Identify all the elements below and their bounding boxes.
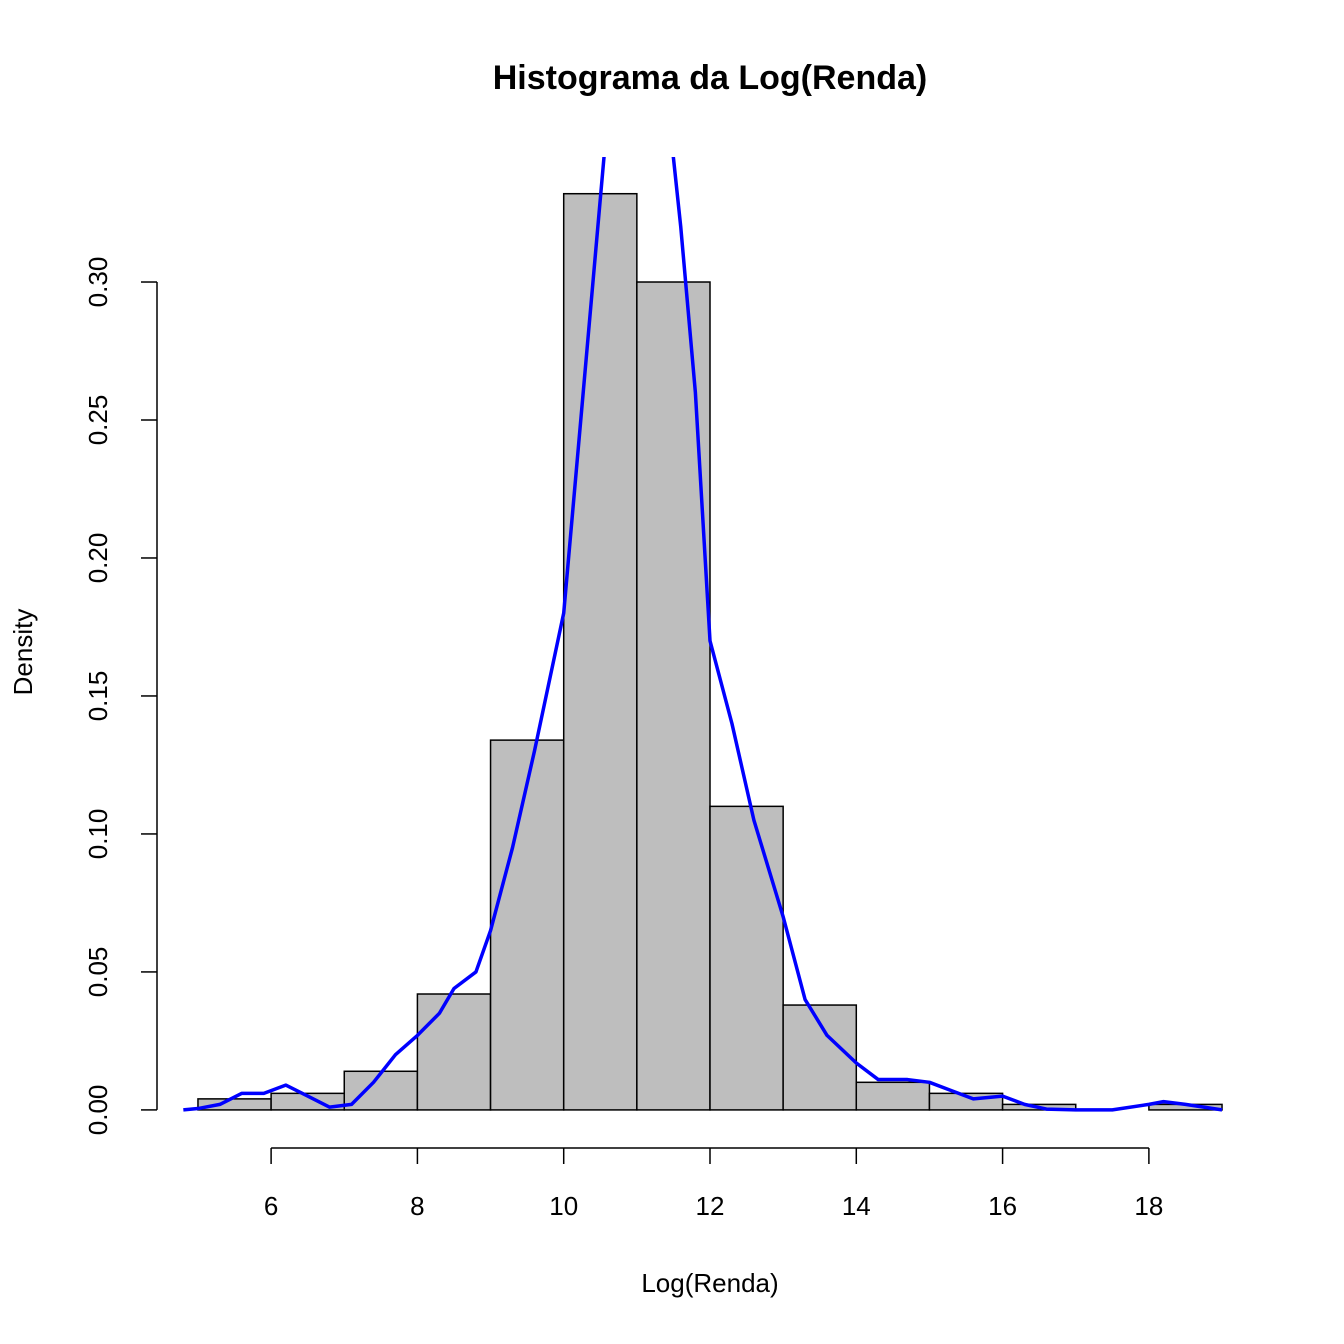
bar [855, 1081, 931, 1111]
bar [416, 993, 492, 1111]
x-tick-label: 18 [1134, 1191, 1163, 1221]
bar [562, 192, 638, 1111]
y-tick-label: 0.05 [83, 947, 113, 998]
bar [489, 739, 565, 1111]
bar [709, 805, 784, 1111]
x-tick-label: 12 [696, 1191, 725, 1221]
y-tick-label: 0.20 [83, 533, 113, 584]
y-axis-title: Density [8, 609, 38, 696]
x-tick-label: 10 [549, 1191, 578, 1221]
y-tick-label: 0.00 [83, 1085, 113, 1136]
density-line [183, 157, 1223, 1112]
x-axis-title: Log(Renda) [641, 1268, 778, 1298]
x-tick-label: 8 [410, 1191, 424, 1221]
y-tick-label: 0.15 [83, 671, 113, 722]
bar [197, 1098, 272, 1111]
y-tick-label: 0.25 [83, 395, 113, 446]
x-tick-label: 14 [842, 1191, 871, 1221]
x-tick-label: 6 [264, 1191, 278, 1221]
x-tick-label: 16 [988, 1191, 1017, 1221]
y-tick-label: 0.10 [83, 809, 113, 860]
y-tick-label: 0.30 [83, 257, 113, 308]
chart-title: Histograma da Log(Renda) [493, 59, 927, 97]
bar [636, 281, 711, 1111]
bar [343, 1070, 419, 1111]
